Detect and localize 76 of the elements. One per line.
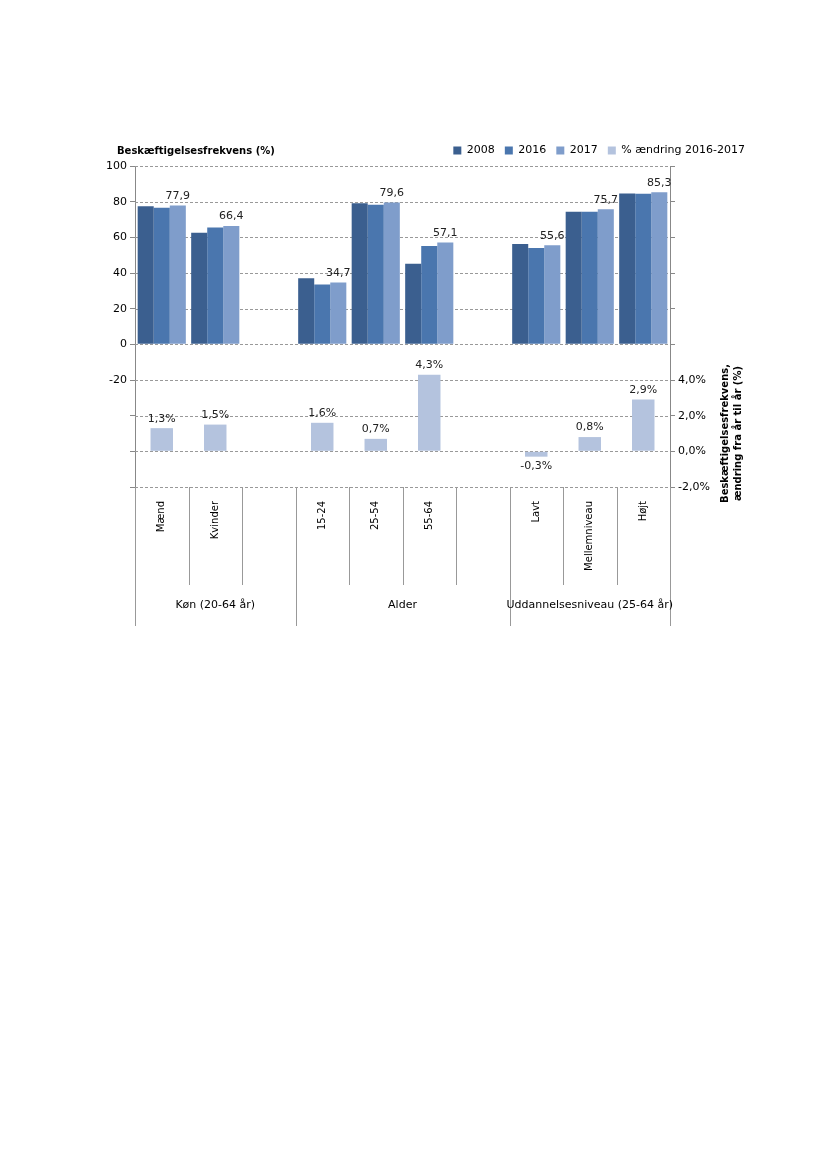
x-tick-label: 55-64 bbox=[422, 501, 434, 531]
data-label: 77,9 bbox=[165, 188, 191, 202]
data-label: 4,3% bbox=[415, 358, 444, 372]
y-tick-label: 80 bbox=[113, 194, 127, 208]
y2-tick-label: 0,0% bbox=[678, 444, 706, 458]
data-label: 79,6 bbox=[379, 185, 405, 199]
x-tick-label: Mellemniveau bbox=[583, 501, 595, 571]
legend-label: 2008 bbox=[466, 143, 495, 157]
x-tick-label: 15-24 bbox=[315, 501, 327, 531]
text: Uddannelsesniveau (25-64 år) bbox=[506, 598, 674, 612]
bar bbox=[364, 438, 387, 451]
y-tick-label: 40 bbox=[113, 265, 127, 279]
y-axis-title: Beskæftigelsesfrekvens (%) bbox=[117, 144, 275, 156]
data-label: 34,7 bbox=[326, 265, 351, 279]
x-tick-label: Højt bbox=[636, 500, 648, 522]
bar bbox=[150, 428, 173, 451]
bar bbox=[191, 232, 208, 344]
y2-tick-label: -2,0% bbox=[678, 479, 710, 493]
bar bbox=[311, 422, 334, 451]
bar bbox=[351, 203, 368, 344]
legend-label: 2017 bbox=[569, 143, 598, 157]
x-tick-label: Kvinder bbox=[208, 500, 220, 540]
bar bbox=[204, 424, 227, 451]
data-label: 66,4 bbox=[219, 209, 244, 223]
x-tick-label: Lavt bbox=[529, 500, 541, 523]
text: Køn (20-64 år) bbox=[175, 598, 256, 612]
data-label: 0,8% bbox=[575, 420, 604, 434]
y-tick-label: 100 bbox=[106, 158, 127, 172]
y2-tick-label: 2,0% bbox=[678, 408, 706, 422]
y2-tick-label: 4,0% bbox=[678, 372, 706, 386]
bar bbox=[544, 245, 561, 344]
bar bbox=[405, 263, 422, 344]
bar bbox=[421, 246, 438, 344]
data-label: 75,7 bbox=[593, 192, 619, 206]
text: Alder bbox=[388, 598, 418, 612]
bar bbox=[528, 248, 545, 344]
bar bbox=[525, 451, 548, 457]
bar bbox=[619, 193, 636, 344]
bar bbox=[512, 244, 529, 344]
x-tick-label: 25-54 bbox=[369, 501, 381, 531]
x-tick-label: Mænd bbox=[155, 501, 167, 533]
legend-label: 2016 bbox=[518, 143, 547, 157]
bar bbox=[137, 206, 154, 344]
data-label: 2,9% bbox=[629, 382, 658, 396]
y2-axis-title: Beskæftigelsesfrekvens, ændring fra år til år (%) bbox=[719, 364, 744, 503]
bar bbox=[367, 204, 384, 344]
data-label: 0,7% bbox=[361, 422, 390, 436]
bar bbox=[330, 282, 347, 344]
bar bbox=[223, 225, 240, 344]
data-label: 1,5% bbox=[201, 407, 230, 421]
y-tick-label: -20 bbox=[109, 372, 127, 386]
bar bbox=[597, 209, 614, 344]
data-label: -0,3% bbox=[520, 459, 553, 473]
bar bbox=[565, 211, 582, 344]
bar bbox=[581, 211, 598, 344]
legend-label: % ændring 2016-2017 bbox=[621, 143, 746, 157]
bar bbox=[635, 193, 652, 344]
bar bbox=[651, 192, 668, 344]
bar bbox=[169, 205, 186, 344]
bar bbox=[298, 278, 315, 344]
y-tick-label: 60 bbox=[113, 230, 127, 244]
data-label: 1,3% bbox=[147, 411, 176, 425]
bar bbox=[207, 227, 224, 344]
data-label: 1,6% bbox=[308, 406, 337, 420]
y-tick-label: 0 bbox=[120, 337, 127, 351]
bar bbox=[578, 437, 601, 451]
data-label: 55,6 bbox=[540, 228, 565, 242]
bar bbox=[153, 207, 170, 344]
y-tick-label: 20 bbox=[113, 301, 127, 315]
bar bbox=[437, 242, 454, 344]
bar bbox=[418, 374, 441, 451]
bar bbox=[314, 284, 331, 344]
bar bbox=[383, 202, 400, 344]
data-label: 85,3 bbox=[647, 175, 672, 189]
data-label: 57,1 bbox=[433, 225, 458, 239]
bar bbox=[632, 399, 655, 451]
